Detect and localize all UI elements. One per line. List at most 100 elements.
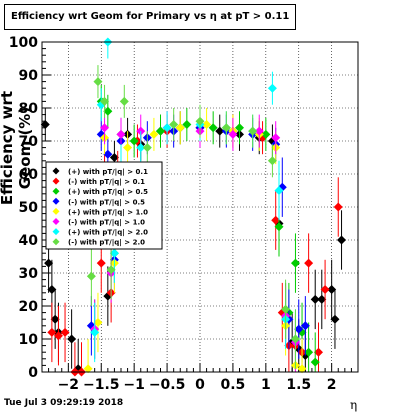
data-point bbox=[235, 123, 244, 133]
data-point bbox=[142, 143, 152, 153]
data-point bbox=[254, 126, 264, 136]
legend-label: (+) with pT/|q| > 0.5 bbox=[68, 188, 148, 197]
data-point bbox=[267, 83, 277, 93]
data-point bbox=[86, 271, 96, 281]
data-point bbox=[314, 347, 323, 357]
data-point bbox=[47, 285, 57, 294]
x-tick-label: −1.5 bbox=[83, 377, 120, 393]
data-point bbox=[195, 116, 205, 126]
data-point bbox=[109, 153, 119, 162]
data-point bbox=[304, 258, 314, 268]
data-point bbox=[310, 357, 320, 367]
data-point bbox=[182, 120, 192, 129]
data-point bbox=[53, 331, 63, 341]
data-point bbox=[215, 126, 225, 136]
y-tick-label: 80 bbox=[19, 101, 39, 117]
data-point bbox=[274, 222, 284, 232]
data-point bbox=[337, 235, 347, 245]
data-point bbox=[93, 318, 103, 327]
data-point bbox=[136, 143, 146, 153]
legend-marker bbox=[52, 228, 60, 236]
y-tick-label: 90 bbox=[19, 68, 39, 84]
data-point bbox=[297, 364, 307, 374]
data-point bbox=[93, 77, 103, 87]
x-tick-label: 1.5 bbox=[286, 377, 311, 393]
legend-label: (+) with pT/|q| > 0.1 bbox=[68, 168, 148, 177]
y-tick-label: 0 bbox=[28, 365, 38, 381]
data-point bbox=[330, 314, 340, 324]
data-point bbox=[294, 324, 304, 334]
data-point bbox=[175, 123, 185, 133]
data-point bbox=[228, 129, 238, 139]
data-point bbox=[310, 294, 320, 304]
x-axis-label: η bbox=[350, 398, 358, 412]
data-point bbox=[100, 96, 110, 106]
data-point bbox=[129, 136, 139, 146]
data-point bbox=[248, 126, 258, 136]
legend-marker bbox=[52, 177, 60, 185]
data-point bbox=[290, 258, 300, 268]
data-point bbox=[162, 123, 172, 133]
x-tick-label: 2 bbox=[327, 377, 337, 393]
data-point bbox=[116, 129, 126, 139]
legend-marker bbox=[52, 238, 60, 246]
data-point bbox=[60, 327, 70, 337]
chart-title: Efficiency wrt Geom for Primary vs η at … bbox=[4, 4, 297, 30]
data-point bbox=[271, 215, 281, 225]
data-point bbox=[221, 123, 231, 133]
y-tick-label: 40 bbox=[19, 233, 39, 249]
data-point bbox=[50, 314, 60, 324]
y-tick-label: 60 bbox=[19, 167, 39, 183]
legend-marker bbox=[52, 218, 60, 225]
data-point bbox=[271, 133, 281, 143]
y-tick-label: 10 bbox=[19, 332, 39, 348]
data-point bbox=[123, 143, 133, 153]
legend-label: (-) with pT/|q| > 1.0 bbox=[68, 219, 145, 228]
legend-marker bbox=[52, 187, 60, 195]
data-point bbox=[83, 364, 93, 374]
data-point bbox=[208, 123, 218, 133]
plot-frame bbox=[41, 41, 359, 373]
data-point bbox=[103, 149, 113, 159]
data-point bbox=[317, 294, 327, 304]
data-point bbox=[202, 120, 212, 129]
y-tick-label: 30 bbox=[19, 266, 39, 282]
legend-label: (+) with pT/|q| > 1.0 bbox=[68, 208, 148, 217]
legend: (+) with pT/|q| > 0.1(-) with pT/|q| > 0… bbox=[45, 161, 163, 250]
data-point bbox=[267, 156, 277, 166]
x-tick-label: 0.5 bbox=[221, 377, 246, 393]
x-tick-label: −1 bbox=[123, 377, 144, 393]
data-point bbox=[300, 321, 310, 331]
legend-label: (+) with pT/|q| > 2.0 bbox=[68, 229, 148, 238]
data-point bbox=[169, 120, 179, 129]
data-point bbox=[290, 334, 300, 344]
data-point bbox=[281, 304, 291, 314]
data-point bbox=[67, 334, 77, 344]
data-point bbox=[44, 258, 54, 268]
legend-label: (-) with pT/|q| > 2.0 bbox=[68, 239, 145, 248]
data-point bbox=[100, 123, 110, 133]
data-point bbox=[327, 285, 337, 294]
legend-marker bbox=[52, 207, 60, 215]
data-point bbox=[47, 327, 57, 337]
data-point bbox=[156, 126, 165, 136]
data-point bbox=[109, 248, 119, 258]
y-tick-label: 100 bbox=[9, 35, 38, 51]
data-point bbox=[106, 265, 116, 275]
data-point bbox=[304, 347, 314, 357]
y-tick-label: 70 bbox=[19, 134, 39, 150]
legend-label: (-) with pT/|q| > 0.1 bbox=[68, 178, 145, 187]
series-8 bbox=[86, 65, 300, 369]
data-point bbox=[96, 258, 106, 268]
data-point bbox=[103, 106, 113, 116]
legend-box bbox=[45, 161, 163, 250]
data-point bbox=[40, 120, 50, 129]
data-point bbox=[333, 202, 343, 212]
timestamp: Tue Jul 3 09:29:19 2018 bbox=[4, 398, 124, 408]
x-tick-label: 0 bbox=[195, 377, 205, 393]
data-point bbox=[90, 327, 100, 337]
x-tick-label: −0.5 bbox=[149, 377, 186, 393]
legend-label: (-) with pT/|q| > 0.5 bbox=[68, 198, 145, 207]
y-tick-label: 20 bbox=[19, 299, 39, 315]
